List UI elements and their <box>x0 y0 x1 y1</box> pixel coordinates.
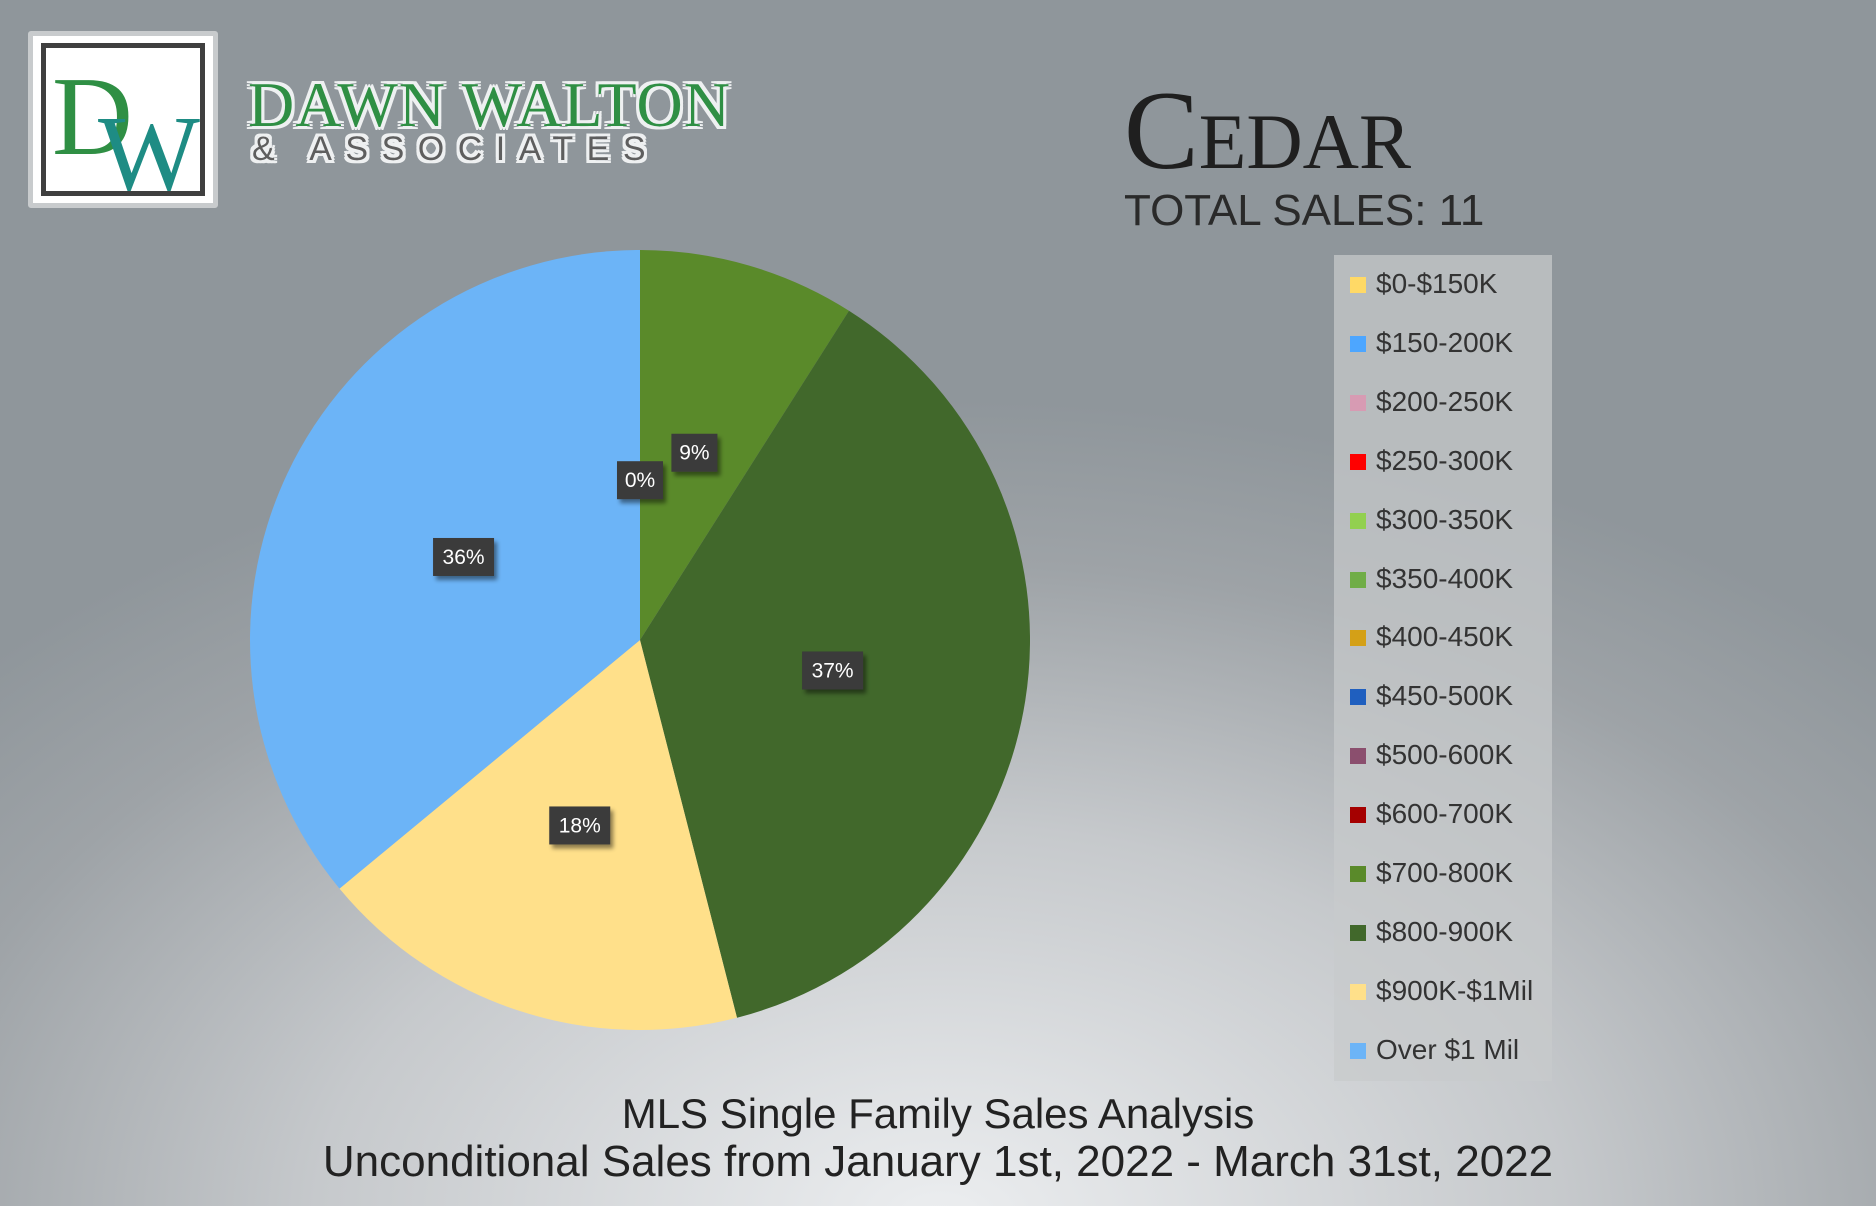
legend-item: $200-250K <box>1350 385 1550 417</box>
legend-item: $300-350K <box>1350 503 1550 535</box>
legend-item: Over $1 Mil <box>1350 1033 1550 1065</box>
city-title: Cedar <box>1124 69 1412 193</box>
pie-slice-0 <box>640 250 849 640</box>
legend-label: $350-400K <box>1376 562 1514 594</box>
legend-label: $0-$150K <box>1376 268 1498 299</box>
legend-label: $900K-$1Mil <box>1376 974 1534 1006</box>
legend-item: $400-450K <box>1350 622 1550 652</box>
logo-letter-w: W <box>98 95 200 196</box>
pie-slice-label-0: 9% <box>671 433 718 472</box>
legend-swatch <box>1350 748 1366 765</box>
legend-label: $200-250K <box>1376 385 1514 417</box>
chart-legend: $0-$150K $150-200K $200-250K $250-300K $300-… <box>1334 255 1552 1081</box>
logo-monogram: D W <box>52 55 200 196</box>
chart-footer-title: MLS Single Family Sales Analysis <box>621 1090 1255 1137</box>
pie-slice-2 <box>339 640 737 1031</box>
legend-swatch <box>1350 1042 1366 1059</box>
legend-swatch <box>1350 277 1366 293</box>
legend-label: $800-900K <box>1376 915 1514 947</box>
legend-label: $700-800K <box>1376 857 1514 888</box>
legend-swatch <box>1350 689 1366 706</box>
legend-item: $0-$150K <box>1350 269 1550 299</box>
legend-item: $150-200K <box>1350 326 1550 358</box>
legend-swatch <box>1350 335 1366 352</box>
brand-name: DAWN WALTON <box>248 69 731 140</box>
svg-text:0%: 0% <box>625 469 655 492</box>
legend-item: $800-900K <box>1350 915 1550 947</box>
brand-subtitle: & ASSOCIATES <box>252 130 660 168</box>
legend-swatch <box>1350 394 1366 411</box>
legend-label: $150-200K <box>1376 326 1514 358</box>
logo-monogram-frame: D W <box>41 43 205 196</box>
legend-swatch <box>1350 983 1366 1000</box>
legend-swatch <box>1350 453 1366 470</box>
legend-item: $250-300K <box>1350 444 1550 476</box>
legend-label: $250-300K <box>1376 444 1514 476</box>
legend-swatch <box>1350 571 1366 588</box>
legend-label: $300-350K <box>1376 503 1514 535</box>
legend-label: $600-700K <box>1376 798 1514 830</box>
pie-data-labels: 9% 37% 18% 36% 0% <box>433 433 864 845</box>
legend-item: $700-800K <box>1350 858 1550 888</box>
total-sales: TOTAL SALES: 11 <box>1124 186 1485 235</box>
legend-swatch <box>1350 512 1366 529</box>
legend-swatch <box>1350 630 1366 647</box>
legend-item: $500-600K <box>1350 740 1550 770</box>
legend-swatch <box>1350 807 1366 824</box>
legend-label: $400-450K <box>1376 621 1514 653</box>
svg-text:37%: 37% <box>812 660 854 683</box>
svg-text:36%: 36% <box>443 546 485 569</box>
legend-swatch <box>1350 924 1366 941</box>
legend-swatch <box>1350 866 1366 882</box>
chart-footer-date-range: Unconditional Sales from January 1st, 20… <box>322 1137 1554 1186</box>
legend-label: Over $1 Mil <box>1376 1033 1520 1065</box>
legend-item: $600-700K <box>1350 799 1550 829</box>
logo: D W <box>28 31 218 208</box>
pie-slice-label-3: 36% <box>433 537 495 576</box>
pie-zero-label-0: 0% <box>617 461 663 500</box>
pie-slice-label-2: 18% <box>549 806 611 845</box>
legend-item: $900K-$1Mil <box>1350 974 1550 1006</box>
svg-text:9%: 9% <box>679 442 709 465</box>
legend-label: $500-600K <box>1376 739 1514 771</box>
pie-slices <box>250 249 1031 1031</box>
legend-item: $450-500K <box>1350 681 1550 711</box>
logo-letter-d: D <box>52 55 133 179</box>
legend-item: $350-400K <box>1350 562 1550 594</box>
legend-label: $450-500K <box>1376 680 1514 712</box>
pie-slice-label-1: 37% <box>802 651 864 690</box>
svg-text:18%: 18% <box>559 814 601 837</box>
